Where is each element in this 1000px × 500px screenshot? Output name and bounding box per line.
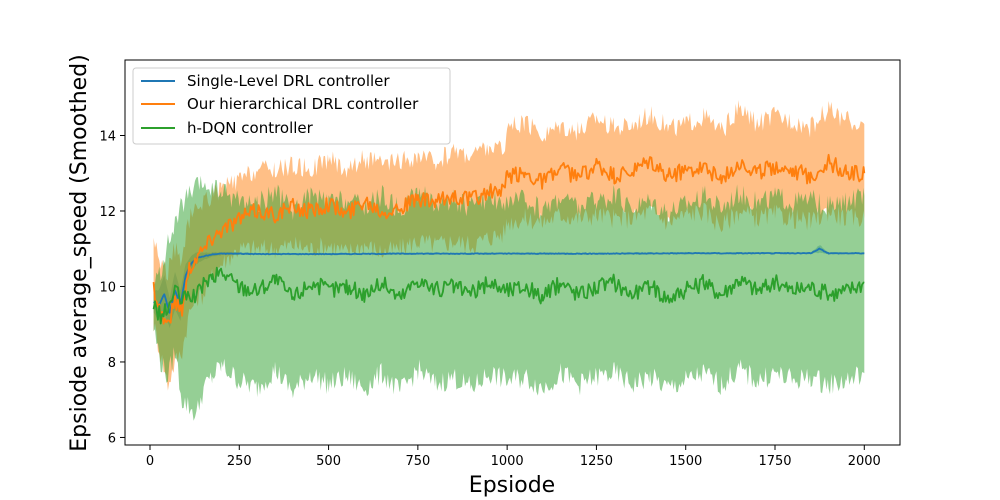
plot-frame	[124, 59, 901, 446]
x-tick-label: 1250	[580, 454, 613, 469]
x-tick-label: 500	[316, 454, 341, 469]
y-axis-ticks: 6 8 10 12 14	[99, 129, 125, 446]
legend: Single-Level DRL controller Our hierarch…	[132, 67, 451, 145]
y-tick-label: 6	[108, 431, 116, 446]
y-tick-label: 12	[99, 205, 116, 220]
series-lines	[152, 153, 866, 325]
x-axis-title: Epsiode	[469, 473, 555, 498]
x-tick-label: 750	[405, 454, 430, 469]
x-axis-ticks: 0 250 500 750 1000 1250 1500 1750 2000	[146, 445, 881, 469]
confidence-bands	[153, 100, 865, 421]
x-tick-label: 250	[227, 454, 252, 469]
y-tick-label: 14	[99, 129, 116, 144]
legend-label-hdqn: h-DQN controller	[187, 119, 314, 137]
y-axis-title: Epsiode average_speed (Smoothed)	[67, 54, 92, 451]
y-tick-label: 8	[108, 356, 116, 371]
legend-label-single-level: Single-Level DRL controller	[187, 72, 390, 90]
band-series-2	[153, 100, 865, 391]
band-series-3	[153, 175, 865, 421]
y-tick-label: 10	[99, 280, 116, 295]
x-tick-label: 1000	[491, 454, 524, 469]
legend-box	[132, 67, 451, 145]
x-tick-label: 1750	[758, 454, 791, 469]
x-tick-label: 2000	[848, 454, 881, 469]
legend-label-hierarchical: Our hierarchical DRL controller	[187, 95, 419, 113]
x-tick-label: 1500	[669, 454, 702, 469]
line-series-1	[153, 247, 865, 314]
line-series-2	[152, 153, 866, 325]
line-series-3	[152, 266, 865, 325]
x-tick-label: 0	[146, 454, 154, 469]
